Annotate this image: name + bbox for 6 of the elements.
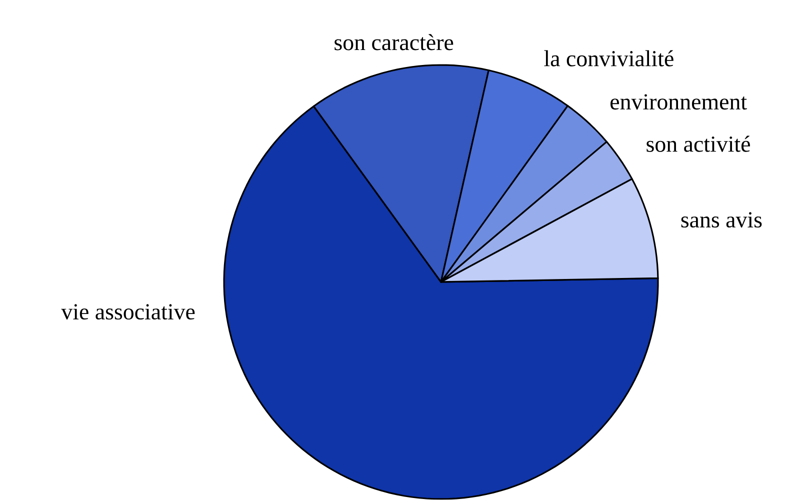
slice-label: environnement [610,94,747,110]
slice-label: son caractère [334,34,454,50]
slice-label: la convivialité [544,50,674,67]
slice-label: son activité [646,136,750,152]
slice-label: vie associative [61,304,195,320]
slice-label: sans avis [681,212,762,228]
